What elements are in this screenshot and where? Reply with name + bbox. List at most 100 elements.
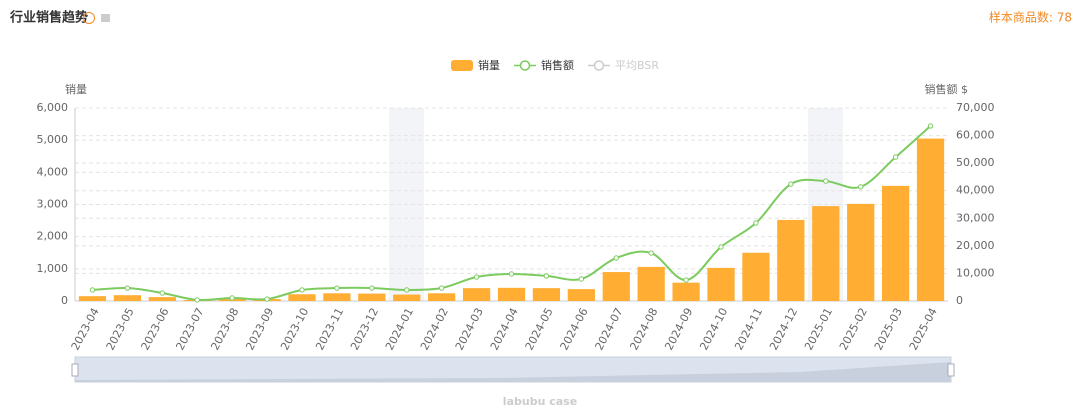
- line-point: [438, 285, 445, 291]
- x-tick-label: 2023-11: [313, 306, 346, 353]
- bar: [602, 272, 630, 301]
- line-point: [473, 274, 480, 280]
- legend-swatch: [451, 60, 473, 71]
- line-point: [124, 285, 131, 291]
- y-tick-label: 1,000: [37, 262, 69, 275]
- line-point: [892, 154, 899, 160]
- y2-tick-label: 70,000: [956, 101, 995, 114]
- sample-count: 样本商品数: 78: [989, 10, 1072, 25]
- x-tick-label: 2023-05: [104, 306, 137, 353]
- y-tick-label: 2,000: [37, 230, 69, 243]
- y2-tick-label: 50,000: [956, 156, 995, 169]
- y-tick-label: 5,000: [37, 133, 69, 146]
- line-point: [858, 184, 864, 190]
- x-tick-label: 2023-08: [208, 306, 241, 353]
- line-point: [404, 287, 410, 293]
- y-tick-label: 0: [61, 294, 68, 307]
- bar: [916, 138, 945, 301]
- bar: [148, 297, 176, 301]
- bar: [567, 289, 595, 301]
- bar: [672, 282, 700, 301]
- y2-tick-label: 0: [956, 294, 963, 307]
- y2-tick-label: 40,000: [956, 184, 995, 197]
- y-tick-label: 3,000: [37, 198, 69, 211]
- y2-tick-label: 10,000: [956, 266, 995, 279]
- x-tick-label: 2024-04: [488, 306, 521, 353]
- x-tick-label: 2024-07: [592, 306, 625, 353]
- x-tick-label: 2023-09: [243, 306, 276, 353]
- line-point: [159, 290, 166, 296]
- line-point: [788, 181, 794, 187]
- x-tick-label: 2025-04: [907, 306, 940, 353]
- x-tick-label: 2024-12: [767, 306, 800, 353]
- slider-handle[interactable]: [947, 363, 955, 377]
- x-tick-label: 2024-06: [558, 306, 591, 353]
- bar: [847, 203, 875, 301]
- bar: [777, 219, 805, 301]
- bar: [497, 287, 526, 301]
- y-tick-label: 6,000: [37, 101, 69, 114]
- x-tick-label: 2025-02: [837, 306, 870, 353]
- line-point: [89, 287, 96, 293]
- line-point: [683, 277, 689, 283]
- line-point: [334, 285, 340, 291]
- bar: [462, 288, 491, 301]
- x-tick-label: 2024-09: [662, 306, 695, 353]
- x-tick-label: 2024-10: [697, 306, 730, 353]
- bar: [707, 267, 735, 301]
- y2-tick-label: 30,000: [956, 211, 995, 224]
- line-point: [264, 296, 270, 302]
- slider-preview: [75, 362, 951, 382]
- bar: [742, 252, 770, 301]
- line-point: [194, 297, 200, 303]
- x-tick-label: 2024-11: [732, 306, 765, 353]
- line-point: [927, 123, 934, 129]
- line-point: [299, 287, 305, 293]
- footer: labubu case: [503, 395, 577, 408]
- line-point: [543, 273, 550, 279]
- bar: [78, 296, 107, 301]
- x-tick-label: 2024-05: [523, 306, 556, 353]
- x-tick-label: 2025-01: [802, 306, 835, 353]
- bar: [882, 185, 910, 301]
- legend-label: 销售额: [541, 58, 574, 72]
- y2-axis-title: 销售额 $: [925, 82, 969, 96]
- line-point: [648, 250, 654, 256]
- x-tick-label: 2023-12: [348, 306, 381, 353]
- bar: [288, 294, 316, 301]
- video-icon[interactable]: [101, 14, 110, 22]
- x-tick-label: 2023-06: [139, 306, 172, 353]
- y-tick-label: 4,000: [37, 165, 69, 178]
- bar: [532, 288, 561, 301]
- x-tick-label: 2025-03: [872, 306, 905, 353]
- line-point: [613, 255, 619, 261]
- bar: [358, 293, 386, 301]
- x-tick-label: 2024-01: [383, 306, 416, 353]
- legend-swatch: [593, 60, 605, 71]
- y2-tick-label: 60,000: [956, 129, 995, 142]
- bar: [428, 293, 456, 301]
- bar: [113, 295, 141, 301]
- line-point: [508, 271, 515, 277]
- bar: [323, 293, 351, 301]
- legend-label: 平均BSR: [615, 59, 659, 72]
- legend-label: 销量: [478, 58, 500, 72]
- line-point: [578, 276, 585, 282]
- bar: [812, 206, 840, 301]
- help-icon[interactable]: [83, 12, 95, 24]
- line-point: [823, 178, 829, 184]
- y2-tick-label: 20,000: [956, 239, 995, 252]
- chart-title: 行业销售趋势: [9, 10, 88, 26]
- slider-handle[interactable]: [71, 363, 79, 377]
- bar: [393, 294, 421, 301]
- line-point: [229, 295, 235, 301]
- y-axis-title: 销量: [65, 82, 87, 96]
- x-tick-label: 2024-02: [418, 306, 451, 353]
- legend-swatch: [519, 60, 531, 71]
- x-tick-label: 2023-10: [278, 306, 311, 353]
- x-tick-label: 2024-08: [627, 306, 660, 353]
- x-tick-label: 2024-03: [453, 306, 486, 353]
- x-tick-label: 2023-04: [69, 306, 102, 353]
- bar: [637, 266, 665, 301]
